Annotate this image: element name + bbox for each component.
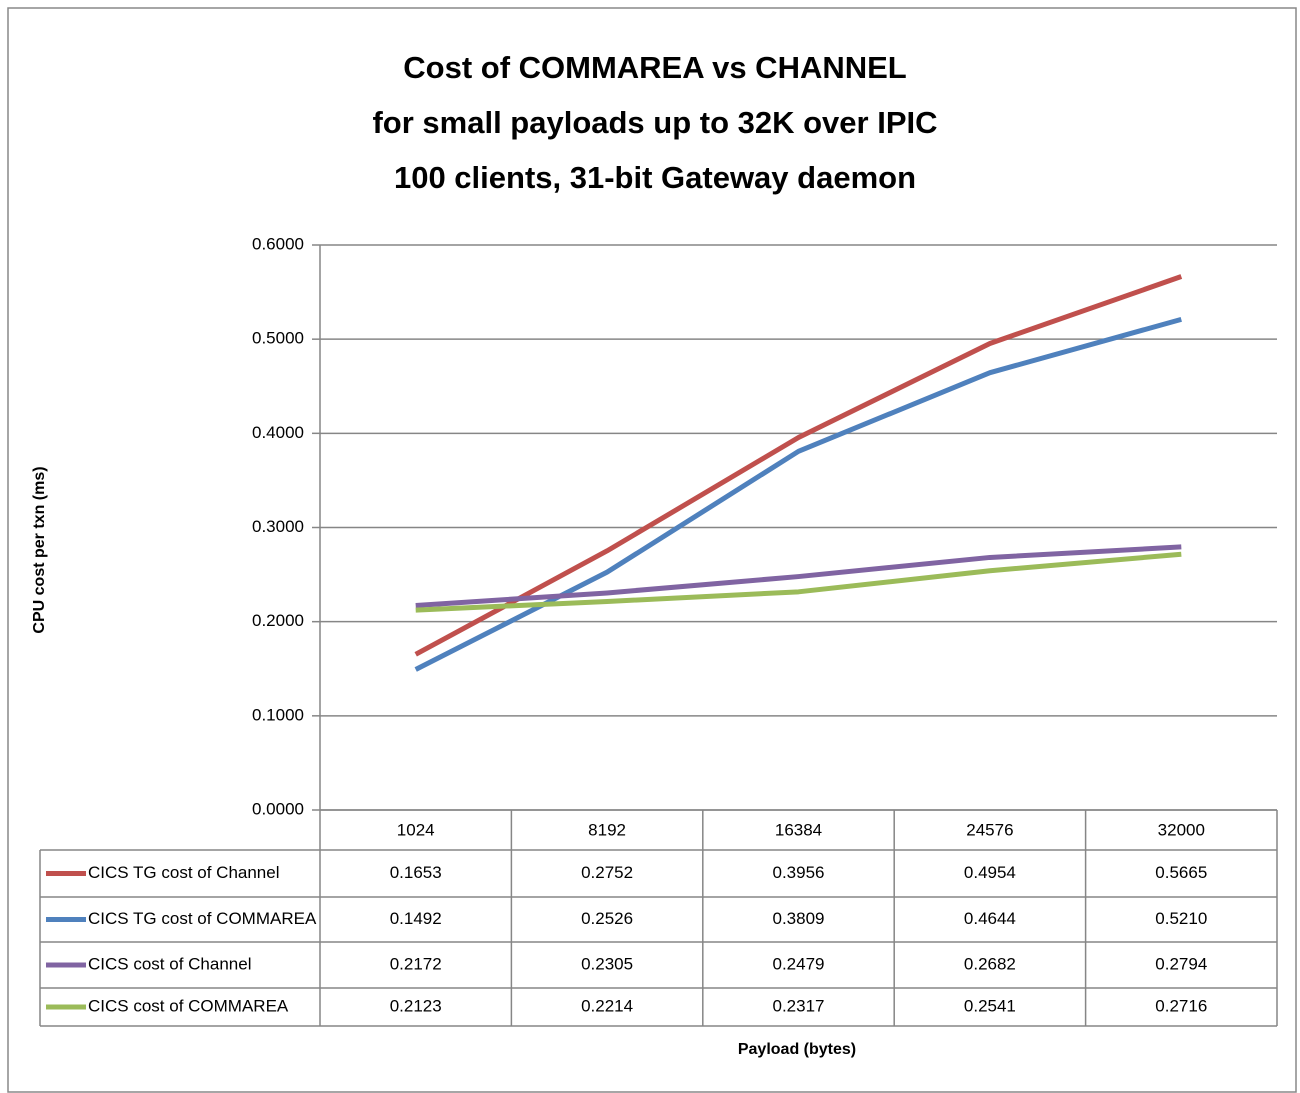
series-line <box>415 551 1182 613</box>
data-label: 0.4954 <box>964 863 1016 882</box>
y-axis-label: CPU cost per txn (ms) <box>31 466 48 633</box>
data-label: 0.2682 <box>964 954 1016 973</box>
data-label: 0.1492 <box>390 909 442 928</box>
data-label: 0.2317 <box>773 996 825 1015</box>
data-label: 0.3809 <box>773 909 825 928</box>
x-axis-label: Payload (bytes) <box>738 1041 856 1058</box>
data-label: 0.2752 <box>581 863 633 882</box>
data-label: 0.5210 <box>1155 909 1207 928</box>
chart-frame <box>7 7 1297 1093</box>
y-tick-label: 0.0000 <box>252 799 304 818</box>
data-label: 0.2214 <box>581 996 633 1015</box>
data-label: 0.4644 <box>964 909 1016 928</box>
y-tick-label: 0.1000 <box>252 705 304 724</box>
x-tick-label: 8192 <box>588 820 626 839</box>
data-label: 0.2526 <box>581 909 633 928</box>
data-label: 0.3956 <box>773 863 825 882</box>
chart-title: Cost of COMMAREA vs CHANNEL <box>403 50 906 85</box>
x-tick-label: 1024 <box>397 820 435 839</box>
x-tick-label: 24576 <box>966 820 1013 839</box>
data-label: 0.2172 <box>390 954 442 973</box>
chart-title: for small payloads up to 32K over IPIC <box>372 105 937 140</box>
y-tick-label: 0.5000 <box>252 329 304 348</box>
x-tick-label: 32000 <box>1158 820 1205 839</box>
legend-label: CICS TG cost of COMMAREA <box>88 909 317 928</box>
data-label: 0.2479 <box>773 954 825 973</box>
data-label: 0.2716 <box>1155 996 1207 1015</box>
data-label: 0.2123 <box>390 996 442 1015</box>
series-line <box>414 316 1182 672</box>
y-tick-label: 0.3000 <box>252 517 304 536</box>
legend-label: CICS cost of Channel <box>88 954 251 973</box>
data-label: 0.5665 <box>1155 863 1207 882</box>
legend-label: CICS TG cost of Channel <box>88 863 280 882</box>
data-label: 0.1653 <box>390 863 442 882</box>
y-tick-label: 0.6000 <box>252 234 304 253</box>
y-tick-label: 0.2000 <box>252 611 304 630</box>
data-label: 0.2305 <box>581 954 633 973</box>
y-tick-label: 0.4000 <box>252 423 304 442</box>
series-line <box>415 544 1182 608</box>
series-line <box>414 274 1183 657</box>
legend-label: CICS cost of COMMAREA <box>88 996 289 1015</box>
data-label: 0.2541 <box>964 996 1016 1015</box>
chart-title: 100 clients, 31-bit Gateway daemon <box>394 160 916 195</box>
data-label: 0.2794 <box>1155 954 1207 973</box>
x-tick-label: 16384 <box>775 820 822 839</box>
